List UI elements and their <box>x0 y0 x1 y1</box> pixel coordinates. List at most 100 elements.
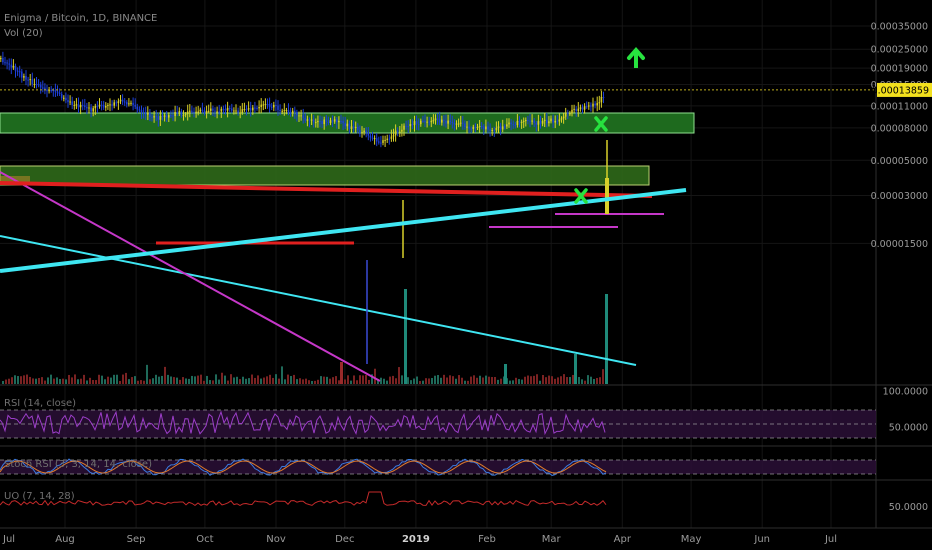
price-candle <box>457 123 460 125</box>
price-candle <box>493 130 496 132</box>
volume-bar <box>446 377 448 384</box>
volume-bar <box>377 379 379 384</box>
volume-bar <box>368 379 370 384</box>
volume-bar <box>452 376 454 384</box>
price-candle <box>491 130 493 132</box>
volume-indicator-label[interactable]: Vol (20) <box>4 28 43 39</box>
falling-magenta-trendline <box>0 171 381 382</box>
volume-bar <box>98 374 100 384</box>
volume-histogram <box>2 289 608 384</box>
price-candle <box>579 107 582 109</box>
price-candle <box>350 126 353 129</box>
volume-bar <box>83 374 85 384</box>
volume-bar <box>152 378 154 384</box>
lower-resistance-zone <box>0 165 650 186</box>
volume-spike-bar <box>504 364 507 384</box>
volume-bar <box>92 379 94 384</box>
price-candle <box>573 108 575 110</box>
volume-bar <box>170 376 172 384</box>
price-candle <box>375 138 378 142</box>
price-candle <box>554 120 556 123</box>
grid-lines <box>0 0 876 528</box>
price-candle <box>396 130 399 132</box>
price-candle <box>525 119 527 121</box>
chart-title[interactable]: Enigma / Bitcoin, 1D, BINANCE <box>4 13 158 24</box>
volume-bar <box>278 378 280 384</box>
price-candle <box>228 107 231 109</box>
price-candle <box>321 121 323 125</box>
price-candle <box>508 122 510 125</box>
volume-bar <box>479 375 481 384</box>
price-candle <box>527 119 529 121</box>
price-candle <box>207 110 210 112</box>
volume-bar <box>221 372 223 384</box>
price-candle <box>25 76 27 80</box>
price-candle <box>583 106 586 110</box>
falling-cyan-trendline <box>0 235 637 366</box>
volume-bar <box>515 377 517 384</box>
x-mark-stroke <box>574 188 588 204</box>
volume-bar <box>89 377 91 384</box>
price-candle <box>266 103 269 105</box>
volume-bar <box>593 378 595 384</box>
price-candle <box>317 121 319 123</box>
time-axis-label: Mar <box>542 534 562 545</box>
price-candle <box>415 121 418 124</box>
price-candle <box>98 104 101 107</box>
price-candle <box>315 122 317 124</box>
price-candle <box>172 115 174 117</box>
volume-bar <box>20 376 22 384</box>
uo-indicator-label[interactable]: UO (7, 14, 28) <box>4 491 75 502</box>
price-candle <box>226 107 229 111</box>
volume-bar <box>269 374 271 384</box>
price-candle <box>548 121 550 124</box>
price-candle <box>413 121 416 126</box>
price-candle <box>426 121 428 123</box>
price-candle <box>588 105 590 107</box>
volume-bar <box>410 380 412 384</box>
price-candle <box>71 101 73 105</box>
volume-bar <box>497 379 499 384</box>
volume-bar <box>182 377 184 384</box>
volume-spike-bar <box>574 354 577 384</box>
volume-bar <box>8 378 10 384</box>
volume-bar <box>569 377 571 384</box>
price-candle <box>304 117 307 121</box>
volume-bar <box>602 369 604 384</box>
price-candle <box>115 102 118 104</box>
volume-bar <box>59 379 61 384</box>
price-candle <box>422 120 424 122</box>
price-candle <box>163 115 166 117</box>
volume-bar <box>419 380 421 384</box>
volume-bar <box>200 374 202 384</box>
volume-bar <box>563 374 565 384</box>
price-candle <box>373 138 376 140</box>
price-candle <box>420 120 422 125</box>
price-candle <box>449 120 451 123</box>
volume-bar <box>584 380 586 384</box>
stoch-rsi-indicator-label[interactable]: Stoch RSI (3, 3, 14, 14, close) <box>4 459 152 470</box>
rsi-indicator-label[interactable]: RSI (14, close) <box>4 398 77 409</box>
price-candle <box>247 108 250 110</box>
price-candle <box>546 119 548 124</box>
price-candle <box>273 104 275 108</box>
price-candle <box>453 122 456 125</box>
price-candle <box>485 126 487 130</box>
volume-bar <box>590 376 592 384</box>
volume-bar <box>413 378 415 384</box>
price-candle <box>37 84 40 86</box>
volume-bar <box>236 376 238 384</box>
price-candle <box>94 105 97 109</box>
price-candle <box>447 120 449 124</box>
volume-bar <box>56 377 58 384</box>
price-candle <box>10 64 13 68</box>
volume-bar <box>263 377 265 384</box>
price-candle <box>264 103 267 105</box>
volume-bar <box>494 376 496 384</box>
volume-bar <box>407 377 409 384</box>
volume-bar <box>125 372 127 384</box>
price-candle <box>149 112 151 117</box>
price-candle <box>50 90 52 92</box>
volume-bar <box>101 375 103 384</box>
